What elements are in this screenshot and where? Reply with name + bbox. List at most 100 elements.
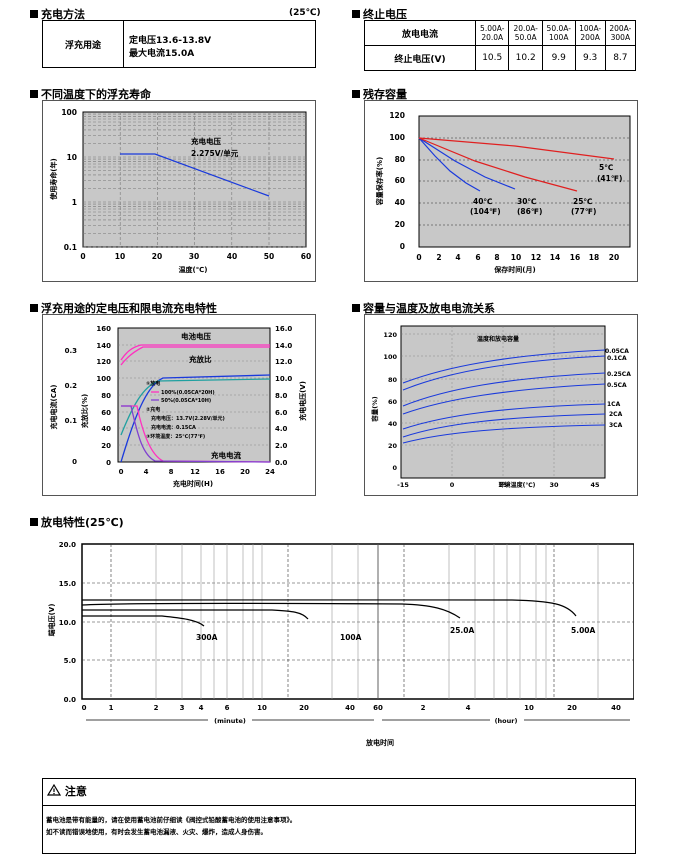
x-tick: 0	[416, 253, 421, 262]
x-tick: 10	[524, 704, 534, 712]
ca-tick: 0	[72, 458, 77, 466]
ratio-tick: 160	[96, 325, 111, 333]
x-tick: -15	[397, 481, 409, 489]
ratio-tick: 0	[106, 459, 111, 467]
capacity-temp-title: 容量与温度及放电电流关系	[363, 302, 495, 315]
curve-25c	[418, 137, 578, 192]
curve-100a	[82, 609, 309, 620]
curve-0.25ca	[402, 372, 606, 407]
y-tick: 80	[395, 155, 405, 164]
y-axis-label: 使用寿命(年)	[49, 158, 58, 200]
grid-lines	[401, 326, 605, 478]
x-tick-labels: -15 0 15 30 45	[397, 481, 600, 489]
legend-charge: ②充电	[146, 406, 160, 413]
notice-line-2: 如不读而错误地使用，有时会发生蓄电池漏液、火灾、爆炸，造成人身伤害。	[46, 828, 267, 836]
x-tick: 2	[421, 704, 426, 712]
y-tick-labels: 100 10 1 0.1	[61, 108, 77, 252]
x-tick: 2	[154, 704, 159, 712]
x-tick: 40	[227, 252, 237, 261]
ratio-tick: 120	[96, 358, 111, 366]
x-tick: 8	[169, 468, 174, 476]
y-tick: 1	[72, 198, 77, 207]
y-tick-labels: 0 20 40 60 80 100 120	[383, 331, 397, 472]
y-tick: 40	[395, 198, 405, 207]
curve-0.5ca	[402, 383, 606, 415]
x-tick: 60	[301, 252, 311, 261]
float-charge-svg: 电池电压 充放比 充电电流 ①放电 100%(0.05CA*20H) 50%(0…	[49, 325, 307, 488]
x-axis-label: 温度(℃)	[179, 265, 208, 274]
label-5c: 5℃	[599, 163, 613, 172]
label-40f: (104℉)	[470, 207, 501, 216]
inner-title: 温度和放电容量	[477, 335, 519, 343]
x-axis-label: 充电时间(H)	[173, 479, 213, 488]
x-axis-label: 保存时间(月)	[493, 265, 535, 274]
legend: ①放电 100%(0.05CA*20H) 50%(0.05CA*10H) ②充电…	[146, 380, 225, 440]
ratio-tick: 80	[101, 392, 111, 400]
curve-3ca	[402, 424, 606, 444]
y-tick: 40	[388, 420, 398, 428]
curve-label-100a: 100A	[340, 633, 362, 642]
curve-0.05ca	[402, 349, 606, 384]
label-5f: (41℉)	[597, 174, 622, 183]
volt-tick: 8.0	[275, 392, 288, 400]
y-tick-labels: 20.0 15.0 10.0 5.0 0.0	[59, 541, 76, 704]
y-axis-label: 端电压(V)	[47, 604, 56, 637]
y-tick: 10.0	[59, 619, 76, 627]
x-tick: 30	[549, 481, 559, 489]
hour-tick-labels: 2 4 10 20 40	[421, 704, 621, 712]
capacity-temp-svg: 温度和放电容量 0.05CA 0.1CA 0.25CA 0.5CA 1CA 2C…	[370, 325, 631, 489]
volt-axis-label: 充电电压(V)	[298, 381, 307, 421]
float-life-svg: 充电电压 2.275V/单元 100 10 1 0.1 0 10 20 30 4…	[49, 108, 311, 274]
x-tick: 12	[531, 253, 541, 262]
x-tick: 20	[152, 252, 162, 261]
voltage-curve-50	[120, 344, 270, 361]
capacity-temp-section-title: 容量与温度及放电电流关系	[352, 300, 495, 316]
warning-icon	[46, 783, 62, 796]
x-tick: 20	[240, 468, 250, 476]
series-label: 0.5CA	[607, 382, 627, 389]
x-tick: 1	[109, 704, 114, 712]
float-life-title: 不同温度下的浮充寿命	[41, 88, 151, 101]
ca-tick: 0.2	[65, 382, 78, 390]
x-tick: 6	[475, 253, 480, 262]
x-tick: 15	[498, 481, 508, 489]
notice-box: 注意 蓄电池是带有能量的，请在使用蓄电池前仔细读《阀控式铅酸蓄电池的使用注意事项…	[42, 778, 636, 854]
volt-tick-labels: 16.0 14.0 12.0 10.0 8.0 6.0 4.0 2.0 0.0	[275, 325, 292, 467]
charging-usage: 浮充用途	[43, 21, 124, 67]
ratio-tick-labels: 160 140 120 100 80 60 40 20 0	[96, 325, 111, 467]
charging-title: 充电方法	[41, 8, 85, 21]
y-tick: 20.0	[59, 541, 76, 549]
x-tick: 30	[189, 252, 199, 261]
endvoltage-range: 100A-200A	[574, 20, 606, 46]
volt-tick: 14.0	[275, 342, 292, 350]
label-voltage: 电池电压	[181, 331, 211, 341]
curve-300a	[82, 615, 205, 627]
y-tick: 100	[383, 353, 397, 361]
legend-c2: 充电电流：0.15CA	[151, 424, 196, 431]
x-tick: 10	[115, 252, 125, 261]
x-tick: 3	[180, 704, 185, 712]
legend-c3: ③环境温度：25℃(77℉)	[146, 433, 205, 440]
endvoltage-section-title: 终止电压	[352, 6, 407, 22]
x-tick: 4	[455, 253, 460, 262]
current-curve-50	[121, 405, 271, 463]
x-tick-labels: 0 2 4 6 8 10 12 14 16 18 20	[416, 253, 619, 262]
x-tick: 18	[589, 253, 599, 262]
ratio-tick: 20	[101, 442, 111, 450]
ratio-curve-50	[120, 378, 271, 436]
capacity-curves	[402, 349, 606, 444]
x-axis-label: 放电时间	[365, 738, 394, 747]
endvoltage-value: 9.3	[574, 45, 606, 71]
endvoltage-row1-label: 放电电流	[364, 20, 476, 46]
endvoltage-value: 9.9	[541, 45, 576, 71]
endvoltage-range: 200A-300A	[604, 20, 637, 46]
curve-25a	[81, 602, 461, 619]
x-tick: 20	[609, 253, 619, 262]
residual-svg: 40℃ (104℉) 30℃ (86℉) 25℃ (77℉) 5℃ (41℉) …	[375, 111, 631, 274]
minute-label: (minute)	[214, 717, 246, 725]
x-tick: 12	[190, 468, 200, 476]
y-tick: 100	[389, 133, 405, 142]
notice-title: 注意	[64, 785, 87, 798]
x-tick: 8	[494, 253, 499, 262]
y-tick: 15.0	[59, 580, 76, 588]
